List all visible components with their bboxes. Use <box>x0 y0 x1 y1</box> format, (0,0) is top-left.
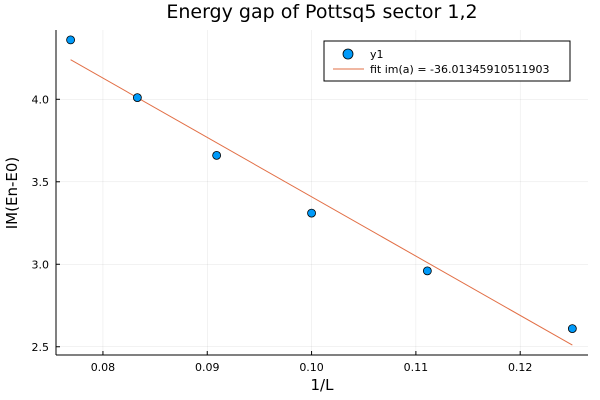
legend-marker-y1 <box>342 48 354 60</box>
chart-title: Energy gap of Pottsq5 sector 1,2 <box>166 1 477 23</box>
fit-line <box>70 59 573 346</box>
scatter-point <box>307 208 316 218</box>
scatter-point <box>422 266 432 276</box>
legend-label-y1: y1 <box>370 48 384 61</box>
axes <box>55 30 588 356</box>
y-tick-label: 3.0 <box>32 258 50 271</box>
x-ticks: 0.08 0.09 0.10 0.11 0.12 <box>91 351 533 374</box>
scatter-point <box>66 35 76 45</box>
y-tick-label: 4.0 <box>32 93 50 106</box>
scatter-point <box>132 93 142 103</box>
x-tick-label: 0.09 <box>195 361 220 374</box>
x-tick-label: 0.12 <box>508 361 533 374</box>
x-tick-label: 0.08 <box>91 361 116 374</box>
series-layer <box>66 35 577 346</box>
y-axis-label: IM(En-E0) <box>3 157 21 230</box>
y-tick-label: 3.5 <box>32 176 50 189</box>
y-ticks: 2.5 3.0 3.5 4.0 <box>32 93 60 354</box>
x-tick-label: 0.10 <box>299 361 324 374</box>
legend-label-fit: fit im(a) = -36.01345910511903 <box>370 63 550 76</box>
x-tick-label: 0.11 <box>404 361 429 374</box>
scatter-point <box>212 150 222 160</box>
grid <box>56 30 588 355</box>
legend-box <box>323 40 571 82</box>
scatter-point <box>567 324 577 334</box>
legend: y1 fit im(a) = -36.01345910511903 <box>323 40 571 82</box>
y-tick-label: 2.5 <box>32 341 50 354</box>
x-axis-label: 1/L <box>311 376 335 394</box>
